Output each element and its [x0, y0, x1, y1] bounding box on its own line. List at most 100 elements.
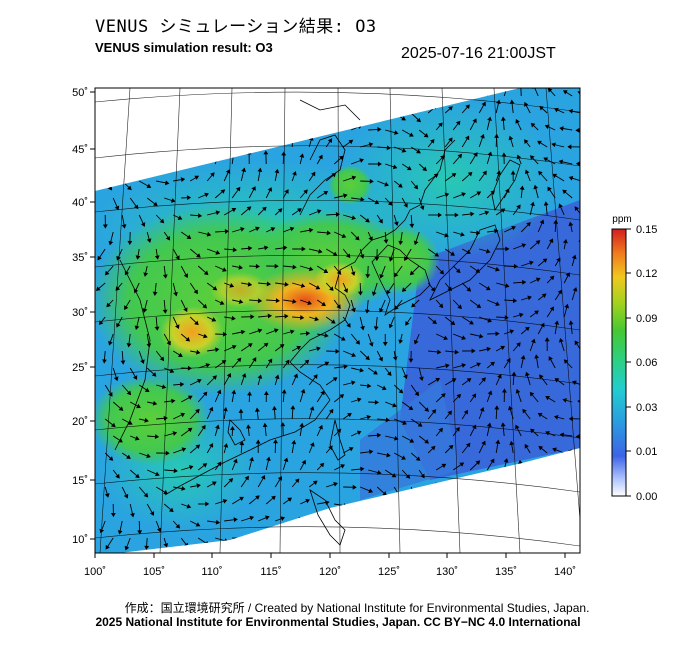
wind-arrow-head — [366, 383, 372, 389]
graticule — [95, 88, 580, 553]
wind-arrow-head — [126, 343, 132, 348]
wind-arrow-head — [143, 272, 149, 277]
wind-arrow-head — [554, 107, 559, 113]
wind-arrow-head — [510, 170, 516, 175]
wind-arrow-head — [240, 329, 246, 335]
wind-arrow-head — [316, 346, 321, 352]
wind-arrow-head — [512, 298, 518, 304]
wind-arrow-head — [471, 424, 477, 430]
wind-arrow-head — [439, 269, 445, 275]
wind-arrow-head — [504, 283, 510, 288]
wind-arrow-head — [388, 323, 394, 329]
wind-arrow-head — [223, 331, 228, 337]
wind-arrow-head — [473, 152, 478, 157]
wind-arrow-head — [203, 333, 208, 339]
wind-arrow — [533, 88, 539, 97]
wind-arrow-head — [377, 127, 382, 132]
wind-arrow-head — [387, 201, 393, 206]
wind-arrow-head — [281, 151, 287, 156]
wind-arrow-head — [318, 424, 323, 430]
wind-arrow-head — [540, 322, 545, 328]
wind-arrow-head — [323, 268, 329, 273]
wind-arrow-head — [127, 420, 133, 425]
wind-arrow-head — [284, 281, 289, 287]
wind-arrow-head — [587, 528, 590, 531]
wind-arrow-head — [373, 326, 379, 331]
wind-arrow-head — [285, 359, 290, 365]
wind-arrow-head — [568, 221, 574, 227]
wind-arrow-head — [377, 161, 382, 167]
wind-arrow-head — [547, 186, 552, 192]
wind-arrow-head — [456, 393, 462, 399]
wind-arrow-head — [292, 264, 297, 270]
wind-arrow-head — [529, 260, 534, 266]
credit-line-1: 作成：国立環境研究所 / Created by National Institu… — [124, 601, 590, 615]
wind-arrow-head — [359, 254, 365, 259]
wind-arrow-head — [195, 408, 200, 414]
wind-arrow-head — [451, 378, 457, 383]
wind-arrow-head — [450, 251, 455, 256]
wind-arrow-head — [371, 291, 377, 297]
lon-labels: 100˚ 105˚ 110˚ 115˚ 120˚ 125˚ 130˚ 135˚ … — [84, 566, 576, 578]
wind-arrow-head — [328, 445, 333, 451]
wind-arrow-head — [366, 414, 372, 420]
wind-arrow-head — [240, 227, 245, 232]
wind-arrow-head — [116, 322, 121, 328]
wind-arrow-head — [124, 270, 130, 276]
wind-arrow-head — [441, 463, 447, 469]
wind-arrow-head — [115, 473, 120, 479]
wind-arrow-head — [457, 153, 463, 159]
lat-label: 40˚ — [72, 197, 88, 209]
wind-arrow-head — [165, 450, 170, 456]
wind-arrow-head — [575, 434, 580, 439]
timestamp: 2025-07-16 21:00JST — [401, 45, 556, 62]
wind-arrow-head — [443, 335, 448, 341]
wind-arrow-head — [107, 185, 113, 191]
wind-arrow-head — [332, 251, 338, 256]
wind-arrow-head — [224, 229, 229, 234]
wind-arrow-head — [333, 481, 338, 487]
wind-arrow-head — [177, 215, 183, 220]
wind-arrow-head — [211, 317, 217, 322]
wind-arrow-head — [568, 175, 574, 181]
wind-arrow-head — [461, 363, 467, 368]
wind-arrow-head — [481, 101, 486, 107]
lat-label: 20˚ — [72, 416, 88, 428]
wind-arrow-head — [308, 266, 314, 272]
wind-arrow-head — [313, 374, 318, 379]
wind-arrow-head — [296, 345, 302, 351]
wind-arrow-head — [212, 286, 218, 291]
wind-arrow-head — [377, 470, 382, 475]
lat-label: 45˚ — [72, 144, 88, 156]
wind-arrow-head — [574, 340, 580, 346]
wind-arrow-head — [495, 266, 500, 272]
wind-arrow-head — [438, 303, 444, 309]
wind-arrow-head — [378, 218, 383, 224]
wind-arrow-head — [544, 124, 550, 130]
wind-arrow-head — [249, 456, 254, 462]
wind-arrow-head — [161, 384, 167, 390]
wind-arrow-head — [424, 439, 429, 444]
wind-arrow-head — [257, 298, 263, 304]
wind-arrow-head — [538, 445, 544, 451]
wind-arrow-head — [391, 472, 397, 478]
wind-arrow-head — [450, 320, 456, 326]
wind-arrow-head — [247, 281, 253, 287]
wind-arrow-head — [564, 303, 570, 309]
wind-arrow-head — [476, 362, 481, 367]
wind-arrow-head — [336, 304, 341, 310]
wind-arrow-head — [530, 201, 535, 207]
lon-label: 120˚ — [319, 566, 341, 578]
wind-arrow-head — [159, 356, 165, 362]
wind-arrow-head — [318, 248, 323, 254]
wind-arrow-head — [466, 287, 472, 292]
wind-arrow-head — [341, 233, 347, 239]
wind-arrow-head — [300, 388, 306, 394]
wind-arrow-head — [247, 343, 253, 348]
wind-arrow-head — [515, 119, 520, 124]
wind-arrow-head — [351, 352, 357, 357]
wind-arrow-head — [142, 308, 148, 313]
wind-arrow-head — [351, 215, 357, 221]
wind-arrow-head — [133, 288, 139, 294]
wind-arrow-head — [133, 204, 139, 210]
